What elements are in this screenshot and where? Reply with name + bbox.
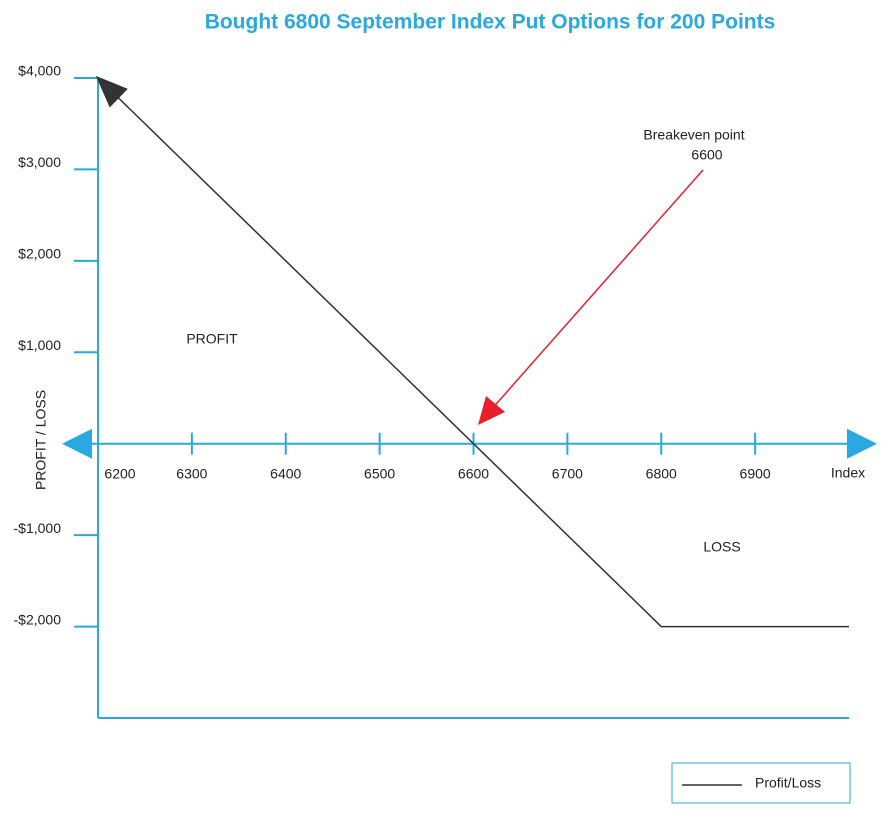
x-tick-label: 6400: [270, 465, 301, 481]
line-arrowhead: [95, 75, 128, 108]
x-tick-label: 6200: [104, 465, 135, 481]
legend-box: [671, 762, 851, 804]
x-axis-label: Index: [831, 465, 865, 481]
x-tick-label: 6800: [646, 465, 677, 481]
x-axis-arrow: [847, 428, 877, 459]
y-tick-label: -$2,000: [14, 611, 62, 627]
y-tick-label: $4,000: [18, 63, 61, 79]
chart-title: Bought 6800 September Index Put Options …: [205, 11, 776, 34]
annotation: LOSS: [703, 539, 740, 555]
annotation-arrowhead: [478, 396, 505, 425]
annotation-arrow: [480, 169, 704, 422]
x-tick-label: 6600: [458, 465, 489, 481]
legend-label: Profit/Loss: [755, 775, 821, 791]
y-tick-label: $1,000: [18, 337, 61, 353]
x-tick-label: 6500: [364, 465, 395, 481]
y-tick-label: -$1,000: [14, 520, 62, 536]
x-axis-arrow: [62, 428, 92, 459]
y-tick-label: $2,000: [18, 246, 61, 262]
y-axis-label: PROFIT / LOSS: [33, 390, 49, 490]
annotation: Breakeven point: [643, 127, 744, 143]
x-tick-label: 6900: [740, 465, 771, 481]
annotation: PROFIT: [186, 331, 238, 347]
annotation: 6600: [691, 147, 722, 163]
series-line: [97, 77, 849, 628]
x-tick-label: 6700: [552, 465, 583, 481]
y-tick-label: $3,000: [18, 154, 61, 170]
x-tick-label: 6300: [176, 465, 207, 481]
